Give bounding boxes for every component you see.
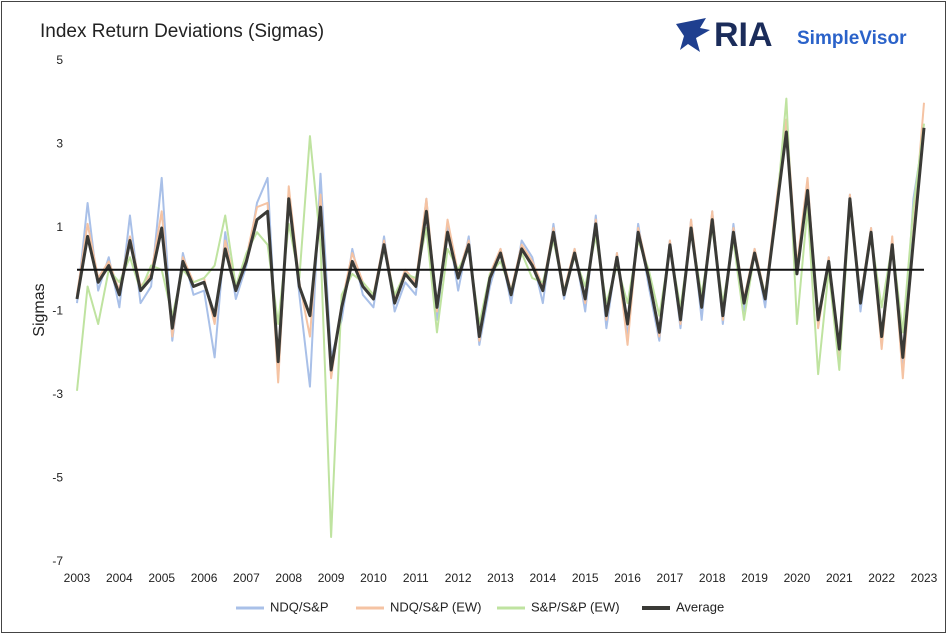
chart-title: Index Return Deviations (Sigmas): [40, 21, 324, 42]
x-tick-label: 2018: [699, 571, 726, 585]
legend-label: NDQ/S&P: [270, 599, 329, 614]
legend-label: Average: [676, 599, 724, 614]
y-tick-label: -5: [52, 471, 63, 485]
y-tick-label: 3: [56, 137, 63, 151]
logo-ria: RIA: [714, 16, 773, 54]
legend-label: NDQ/S&P (EW): [390, 599, 482, 614]
x-tick-label: 2011: [403, 571, 429, 585]
x-tick-label: 2013: [487, 571, 514, 585]
series-line: [76, 97, 925, 538]
x-tick-label: 2019: [741, 571, 768, 585]
y-tick-label: -7: [52, 554, 63, 568]
y-axis-label: Sigmas: [31, 283, 48, 336]
x-tick-label: 2010: [360, 571, 387, 585]
logo-eagle: [676, 18, 710, 52]
x-tick-label: 2023: [911, 571, 938, 585]
x-tick-label: 2004: [106, 571, 133, 585]
x-tick-label: 2012: [445, 571, 472, 585]
x-tick-label: 2003: [64, 571, 91, 585]
x-tick-label: 2017: [657, 571, 684, 585]
x-tick-label: 2022: [868, 571, 895, 585]
y-tick-label: -1: [52, 304, 63, 318]
y-tick-label: 5: [56, 53, 63, 67]
x-tick-label: 2009: [318, 571, 345, 585]
x-tick-label: 2006: [191, 571, 218, 585]
legend-label: S&P/S&P (EW): [531, 599, 620, 614]
x-tick-label: 2007: [233, 571, 260, 585]
x-tick-label: 2016: [614, 571, 641, 585]
x-tick-label: 2015: [572, 571, 599, 585]
x-tick-label: 2021: [826, 571, 853, 585]
x-tick-label: 2005: [148, 571, 175, 585]
x-tick-label: 2008: [275, 571, 302, 585]
x-tick-label: 2020: [784, 571, 811, 585]
y-tick-label: -3: [52, 387, 63, 401]
logo: RIA SimpleVisor: [676, 16, 907, 54]
y-tick-label: 1: [56, 220, 63, 234]
logo-simplevisor: SimpleVisor: [797, 28, 907, 49]
series-line: [75, 127, 926, 372]
x-tick-label: 2014: [529, 571, 556, 585]
